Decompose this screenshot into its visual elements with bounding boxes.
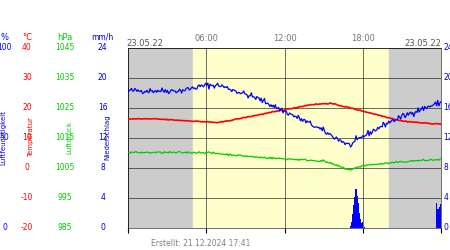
- Bar: [364, 227, 365, 228]
- Bar: [439, 207, 441, 228]
- Text: 20: 20: [443, 73, 450, 82]
- Text: -20: -20: [21, 223, 33, 232]
- Bar: [436, 204, 437, 228]
- Text: 0: 0: [100, 223, 105, 232]
- Text: 985: 985: [58, 223, 72, 232]
- Text: 1005: 1005: [55, 163, 75, 172]
- Text: 1025: 1025: [56, 103, 75, 112]
- Text: 12: 12: [98, 133, 108, 142]
- Text: 20: 20: [22, 103, 32, 112]
- Text: 1015: 1015: [56, 133, 75, 142]
- Text: 995: 995: [58, 193, 72, 202]
- Bar: [128, 48, 194, 228]
- Text: mm/h: mm/h: [91, 33, 114, 42]
- Text: 0: 0: [2, 223, 7, 232]
- Bar: [358, 203, 359, 228]
- Text: Niederschlag: Niederschlag: [104, 115, 110, 160]
- Text: 4: 4: [100, 193, 105, 202]
- Text: Erstellt: 21.12.2024 17:41: Erstellt: 21.12.2024 17:41: [151, 238, 250, 248]
- Bar: [361, 223, 362, 228]
- Text: 8: 8: [100, 163, 105, 172]
- Text: 0: 0: [25, 163, 29, 172]
- Bar: [350, 226, 351, 228]
- Text: 30: 30: [22, 73, 32, 82]
- Text: 23.05.22: 23.05.22: [127, 38, 163, 48]
- Bar: [352, 214, 353, 228]
- Bar: [194, 48, 389, 228]
- Bar: [354, 197, 356, 228]
- Bar: [360, 219, 361, 228]
- Text: 24: 24: [443, 43, 450, 52]
- Text: 40: 40: [22, 43, 32, 52]
- Text: 20: 20: [98, 73, 108, 82]
- Text: Luftfeuchtigkeit: Luftfeuchtigkeit: [0, 110, 6, 165]
- Bar: [437, 209, 438, 228]
- Text: 8: 8: [443, 163, 448, 172]
- Text: Luftdruck: Luftdruck: [67, 121, 73, 154]
- Text: hPa: hPa: [58, 33, 73, 42]
- Text: 24: 24: [98, 43, 108, 52]
- Text: 12: 12: [443, 133, 450, 142]
- Text: 16: 16: [98, 103, 108, 112]
- Bar: [359, 213, 360, 228]
- Text: 23.05.22: 23.05.22: [404, 38, 441, 48]
- Text: 100: 100: [0, 43, 12, 52]
- Bar: [362, 222, 363, 228]
- Bar: [389, 48, 441, 228]
- Text: -10: -10: [21, 193, 33, 202]
- Text: 0: 0: [443, 223, 448, 232]
- Bar: [353, 205, 354, 228]
- Bar: [438, 209, 439, 228]
- Text: °C: °C: [22, 33, 32, 42]
- Text: 4: 4: [443, 193, 448, 202]
- Text: %: %: [0, 33, 9, 42]
- Text: 1035: 1035: [55, 73, 75, 82]
- Text: 10: 10: [22, 133, 32, 142]
- Text: 16: 16: [443, 103, 450, 112]
- Text: 50: 50: [0, 133, 9, 142]
- Text: 1045: 1045: [55, 43, 75, 52]
- Text: Temperatur: Temperatur: [28, 118, 35, 158]
- Bar: [356, 196, 358, 228]
- Bar: [351, 222, 352, 228]
